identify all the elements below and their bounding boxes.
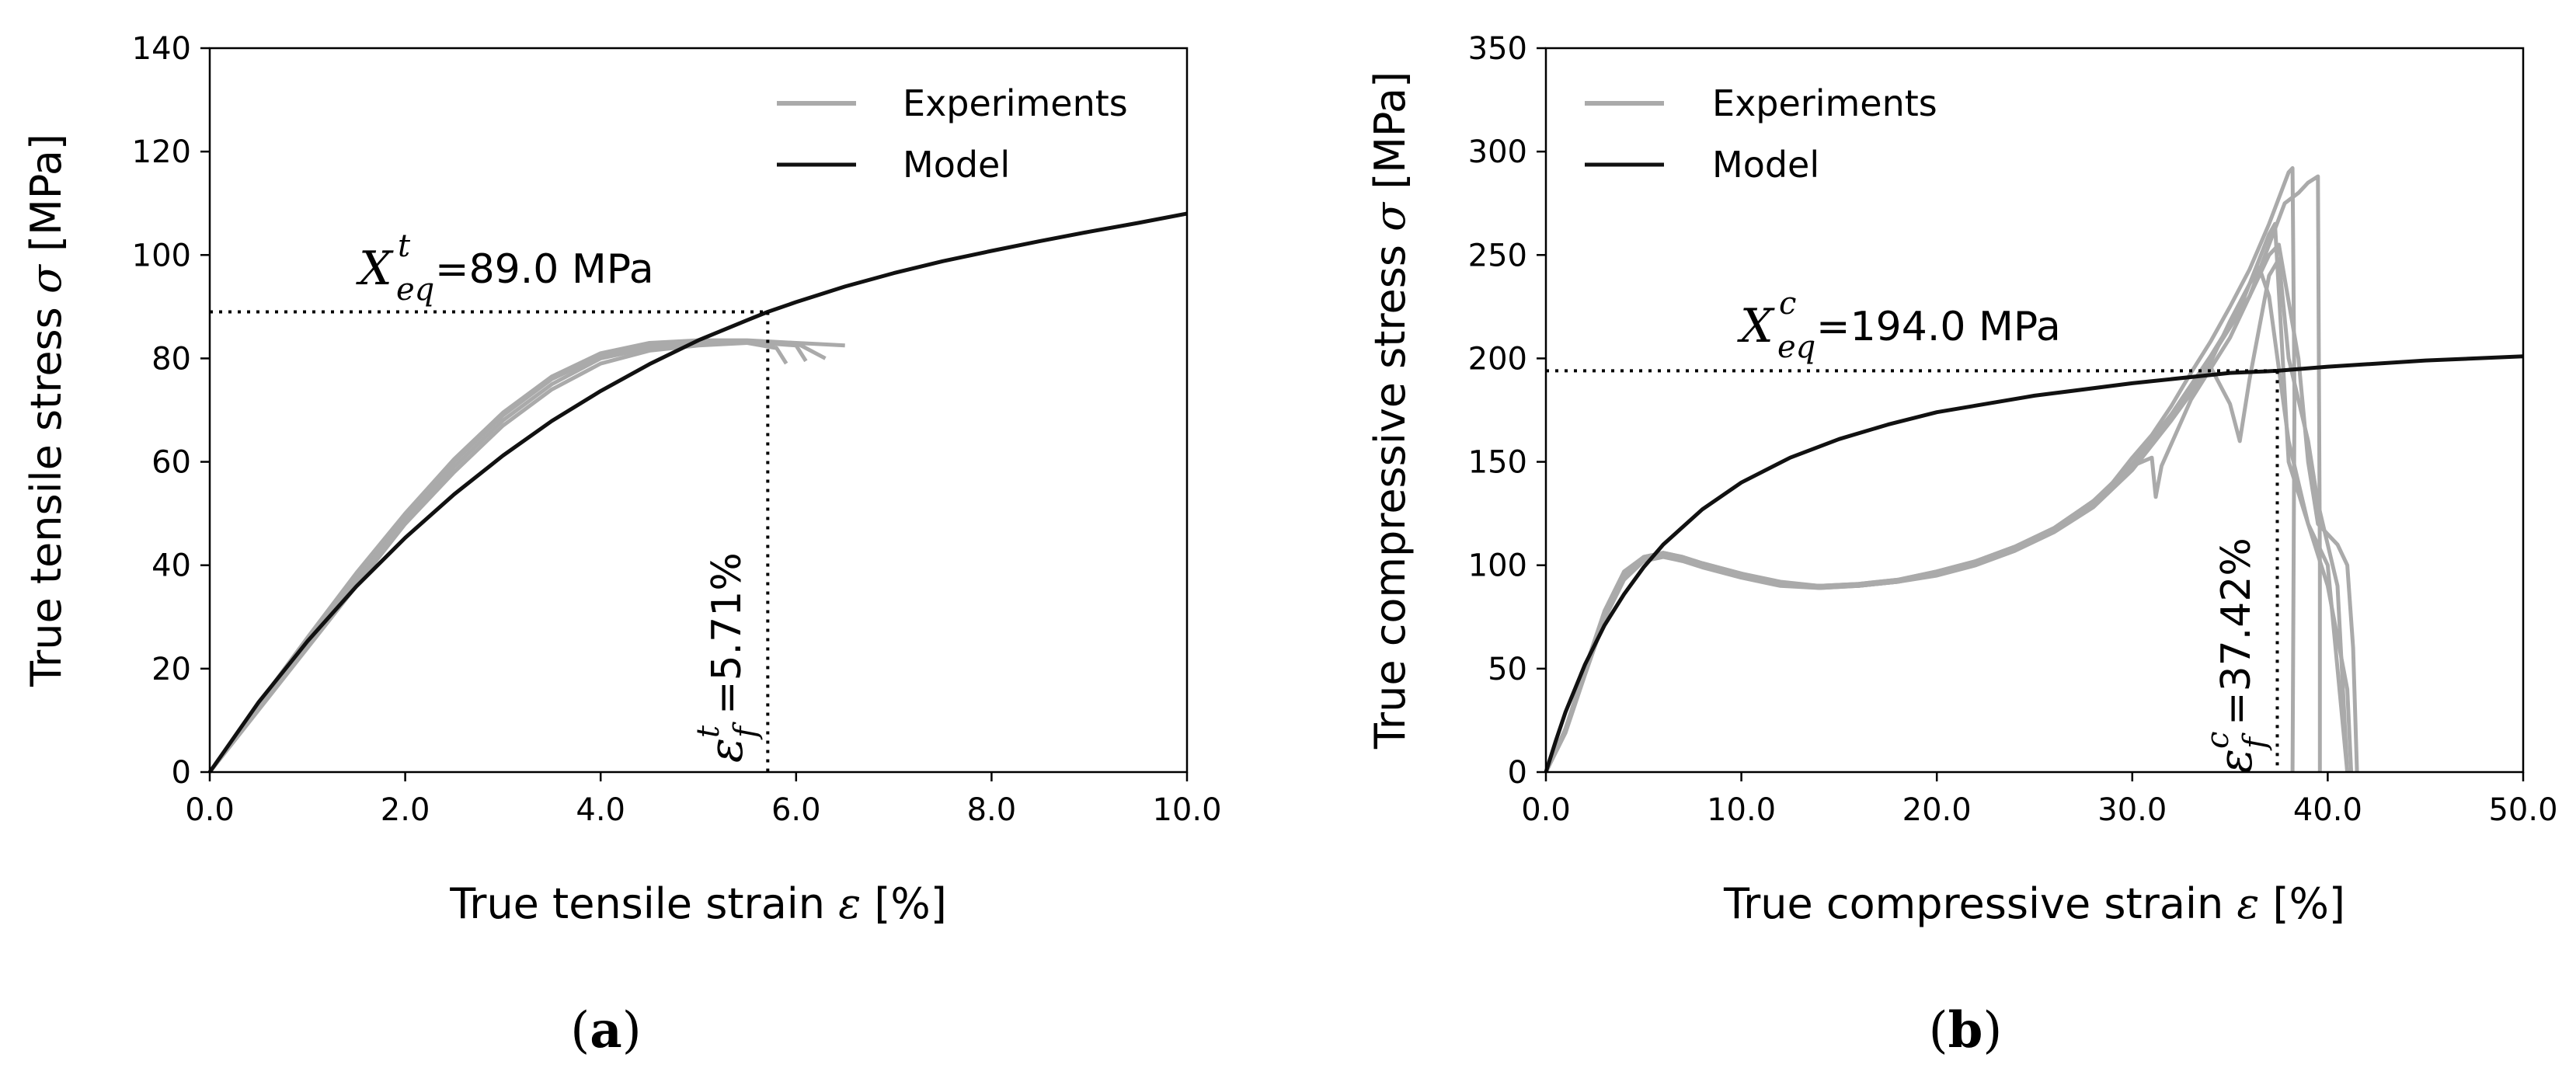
- a-xeq-sub: eq: [396, 272, 434, 308]
- a-experiment-line-4: [207, 338, 827, 774]
- a-y-axis-label-main: True tensile stress: [22, 294, 71, 687]
- a-x-tick-label: 8.0: [967, 792, 1017, 828]
- b-y-tick-label: 100: [1468, 548, 1527, 584]
- panel-b-compressive: 0.0 10.0 20.0 30.0 40.0 50.0 0 50 100 150 200 250 3…: [1366, 31, 2558, 1059]
- a-y-axis-label: True tensile stress σ [MPa]: [22, 134, 71, 687]
- a-y-tick-label: 60: [151, 445, 191, 481]
- a-xeq-annotation: X t eq =89.0 MPa: [356, 228, 654, 308]
- b-x-tick-label: 30.0: [2097, 792, 2167, 828]
- a-guide-lines: [210, 310, 770, 772]
- a-epsf-annotation: ε t f =5.71%: [691, 552, 764, 763]
- a-panel-label-letter: a: [590, 1001, 621, 1059]
- a-legend-experiments-label: Experiments: [903, 82, 1128, 124]
- b-experiment-line-4: [1544, 174, 2322, 774]
- b-xeq-sub: eq: [1777, 329, 1815, 365]
- a-x-axis-label: True tensile strain ε [%]: [449, 879, 947, 928]
- b-xeq-sup: c: [1779, 286, 1796, 322]
- b-x-tick-label: 10.0: [1707, 792, 1776, 828]
- a-model-line: [207, 211, 1188, 774]
- b-guide-lines: [1546, 369, 2279, 772]
- a-y-tick-label: 120: [132, 134, 191, 170]
- a-xeq-symbol: X: [356, 242, 394, 296]
- b-y-tick-label: 200: [1468, 341, 1527, 377]
- b-panel-label-letter: b: [1948, 1001, 1983, 1059]
- b-y-axis-label: True compressive stress σ [MPa]: [1366, 71, 1415, 750]
- a-panel-label-open: (: [570, 1002, 590, 1059]
- b-epsf-value: =37.42%: [2213, 538, 2260, 725]
- b-panel-label-close: ): [1982, 1002, 2002, 1059]
- a-x-axis-label-main: True tensile strain: [449, 879, 838, 928]
- a-y-tick-label: 0: [172, 755, 191, 791]
- a-epsf-sup: t: [691, 725, 726, 738]
- b-x-tick-label: 0.0: [1521, 792, 1571, 828]
- b-y-tick-label: 50: [1488, 652, 1527, 687]
- b-epsf-sub: f: [2237, 732, 2273, 751]
- a-x-tick-label: 0.0: [185, 792, 235, 828]
- panel-a-tensile: 0.0 2.0 4.0 6.0 8.0 10.0 0 20 40 60 80 100 120 140 E…: [22, 31, 1222, 1059]
- b-x-axis-label-unit: [%]: [2259, 879, 2345, 928]
- a-y-tick-label: 80: [151, 341, 191, 377]
- b-legend-experiments-label: Experiments: [1712, 82, 1937, 124]
- a-axes-frame: [208, 47, 1189, 774]
- b-epsf-symbol: ε: [2209, 749, 2263, 774]
- b-x-tick-label: 50.0: [2488, 792, 2557, 828]
- a-xeq-sup: t: [398, 228, 411, 264]
- a-epsf-sub: f: [728, 722, 764, 740]
- a-experiment-line-2: [207, 341, 788, 774]
- b-y-tick-label: 0: [1508, 755, 1527, 791]
- b-xeq-annotation: X c eq =194.0 MPa: [1737, 286, 2061, 365]
- b-y-tick-label: 300: [1468, 134, 1527, 170]
- a-x-tick-label: 6.0: [771, 792, 821, 828]
- a-epsf-value: =5.71%: [704, 552, 750, 715]
- a-legend: Experiments Model: [777, 82, 1128, 186]
- b-x-tick-label: 20.0: [1902, 792, 1972, 828]
- a-epsf-symbol: ε: [699, 738, 754, 763]
- b-legend-model-label: Model: [1712, 144, 1819, 186]
- a-y-ticks: 0 20 40 60 80 100 120 140: [132, 31, 210, 791]
- a-model-series: [207, 211, 1188, 774]
- b-y-tick-label: 350: [1468, 31, 1527, 67]
- b-x-tick-label: 40.0: [2293, 792, 2362, 828]
- b-y-axis-label-symbol: σ: [1366, 201, 1415, 231]
- a-x-tick-label: 2.0: [381, 792, 430, 828]
- a-y-tick-label: 140: [132, 31, 191, 67]
- b-model-series: [1544, 354, 2524, 773]
- b-y-tick-label: 250: [1468, 238, 1527, 273]
- b-panel-label: (b): [1929, 1001, 2003, 1059]
- b-y-axis-label-main: True compressive stress: [1366, 231, 1415, 750]
- a-y-axis-label-unit: [MPa]: [22, 134, 71, 265]
- a-y-tick-label: 100: [132, 238, 191, 273]
- a-x-tick-label: 4.0: [576, 792, 625, 828]
- b-experiment-line-1: [1544, 165, 2297, 774]
- a-x-axis-label-symbol: ε: [838, 879, 861, 928]
- b-panel-label-open: (: [1929, 1002, 1948, 1059]
- b-x-ticks: 0.0 10.0 20.0 30.0 40.0 50.0: [1521, 772, 2558, 828]
- a-panel-label: (a): [570, 1001, 641, 1059]
- a-x-ticks: 0.0 2.0 4.0 6.0 8.0 10.0: [185, 772, 1222, 828]
- a-panel-label-close: ): [622, 1002, 642, 1059]
- b-legend: Experiments Model: [1585, 82, 1937, 186]
- b-y-tick-label: 150: [1468, 445, 1527, 481]
- a-y-tick-label: 40: [151, 548, 191, 584]
- a-xeq-value: =89.0 MPa: [435, 246, 654, 293]
- b-epsf-sup: c: [2200, 732, 2236, 749]
- a-x-axis-label-unit: [%]: [861, 879, 947, 928]
- b-axes-frame: [1544, 47, 2525, 774]
- b-xeq-value: =194.0 MPa: [1816, 304, 2061, 350]
- b-y-ticks: 0 50 100 150 200 250 300 350: [1468, 31, 1546, 791]
- b-epsf-annotation: ε c f =37.42%: [2200, 538, 2273, 774]
- a-x-tick-label: 10.0: [1152, 792, 1221, 828]
- a-y-axis-label-symbol: σ: [22, 263, 71, 294]
- b-experiment-line-6: [1544, 221, 2354, 774]
- b-y-axis-label-unit: [MPa]: [1366, 71, 1415, 203]
- b-x-axis-label-main: True compressive strain: [1723, 879, 2237, 928]
- b-model-line: [1544, 354, 2524, 773]
- b-x-axis-label: True compressive strain ε [%]: [1723, 879, 2345, 928]
- b-xeq-symbol: X: [1737, 299, 1775, 353]
- a-legend-model-label: Model: [903, 144, 1010, 186]
- b-x-axis-label-symbol: ε: [2237, 879, 2259, 928]
- a-y-tick-label: 20: [151, 652, 191, 687]
